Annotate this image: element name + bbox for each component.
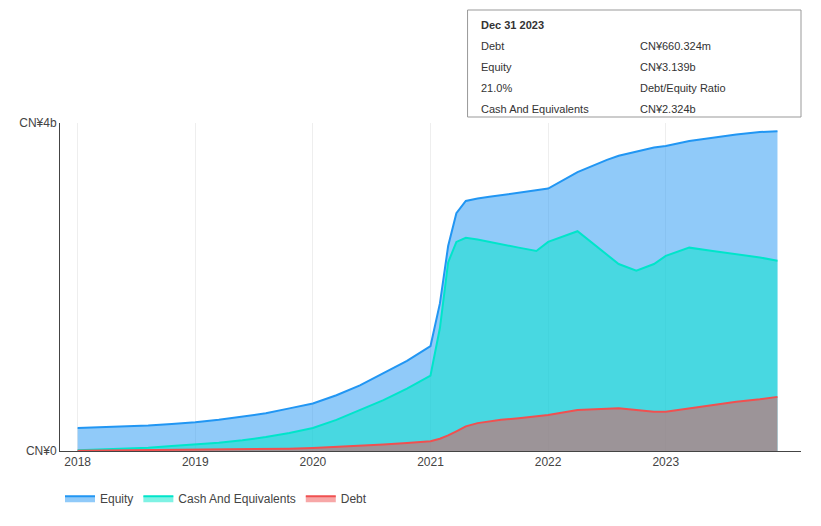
svg-text:CN¥0: CN¥0 [26,444,57,458]
svg-text:2022: 2022 [535,455,562,469]
svg-text:2018: 2018 [64,455,91,469]
svg-text:2023: 2023 [652,455,679,469]
svg-text:2021: 2021 [417,455,444,469]
svg-text:Debt/Equity Ratio: Debt/Equity Ratio [640,82,726,94]
svg-text:CN¥660.324m: CN¥660.324m [640,40,711,52]
svg-text:Debt: Debt [481,40,504,52]
svg-text:2020: 2020 [300,455,327,469]
svg-text:Cash And Equivalents: Cash And Equivalents [178,492,295,506]
svg-text:Debt: Debt [341,492,367,506]
svg-text:21.0%: 21.0% [481,82,512,94]
svg-text:CN¥2.324b: CN¥2.324b [640,103,696,115]
svg-text:Cash And Equivalents: Cash And Equivalents [481,103,589,115]
svg-text:Equity: Equity [481,61,512,73]
svg-text:2019: 2019 [182,455,209,469]
svg-text:CN¥3.139b: CN¥3.139b [640,61,696,73]
svg-text:Dec 31 2023: Dec 31 2023 [481,19,544,31]
svg-text:Equity: Equity [100,492,133,506]
svg-text:CN¥4b: CN¥4b [19,116,57,130]
